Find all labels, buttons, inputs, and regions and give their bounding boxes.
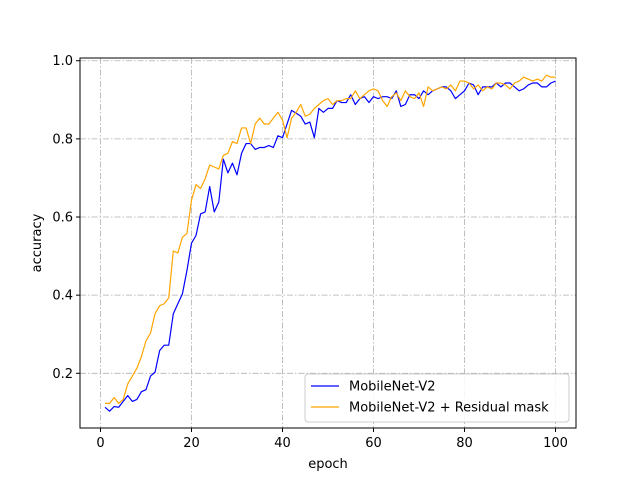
legend-box <box>304 373 570 423</box>
y-tick-label: 0.6 <box>52 211 73 226</box>
plot-frame <box>79 57 577 429</box>
x-tick-label: 80 <box>456 436 473 451</box>
y-tick-label: 0.4 <box>52 289 73 304</box>
y-tick-label: 0.2 <box>52 367 73 382</box>
series-layer <box>104 74 556 412</box>
x-tick-label: 60 <box>365 436 382 451</box>
x-tick-label: 0 <box>96 436 104 451</box>
y-axis: 0.2 0.4 0.6 0.8 1.0 <box>52 54 80 382</box>
grid-lines <box>80 58 576 428</box>
plot-area <box>80 58 576 428</box>
x-tick-label: 100 <box>543 436 568 451</box>
y-tick-label: 1.0 <box>52 54 73 69</box>
legend: MobileNet-V2 MobileNet-V2 + Residual mask <box>304 373 570 423</box>
legend-label-1: MobileNet-V2 <box>349 380 436 395</box>
legend-label-2: MobileNet-V2 + Residual mask <box>349 401 549 416</box>
x-axis: 0 20 40 60 80 100 <box>96 428 568 451</box>
series-line-1 <box>104 80 556 412</box>
y-tick-label: 0.8 <box>52 132 73 147</box>
x-axis-label: epoch <box>308 457 348 472</box>
x-tick-label: 40 <box>274 436 291 451</box>
x-tick-label: 20 <box>183 436 200 451</box>
series-line-2 <box>105 74 556 404</box>
y-axis-label: accuracy <box>30 213 45 272</box>
